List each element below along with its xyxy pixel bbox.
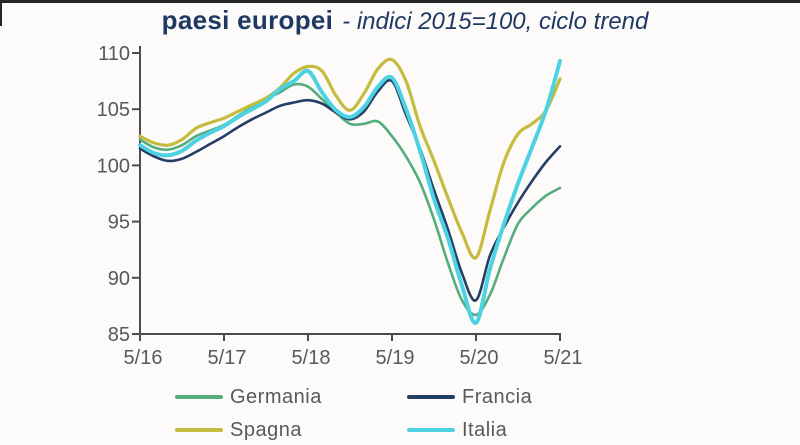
- legend-item-germania: Germania: [175, 384, 407, 410]
- svg-text:5/20: 5/20: [460, 347, 499, 369]
- spagna-line-swatch: [175, 428, 223, 432]
- chart-title: paesi europei - indici 2015=100, ciclo tr…: [0, 5, 800, 36]
- svg-text:100: 100: [97, 155, 130, 177]
- germania-line-swatch: [175, 395, 223, 399]
- svg-text:5/17: 5/17: [208, 347, 247, 369]
- chart-title-bold: paesi europei: [161, 5, 334, 35]
- legend-label-spagna: Spagna: [230, 418, 302, 441]
- svg-text:110: 110: [98, 43, 130, 65]
- svg-text:5/16: 5/16: [124, 347, 163, 369]
- italia-line-swatch: [407, 427, 455, 433]
- svg-text:5/19: 5/19: [376, 347, 415, 369]
- legend-item-francia: Francia: [407, 384, 532, 410]
- francia-line-swatch: [407, 395, 455, 399]
- chart-title-subtitle: - indici 2015=100, ciclo trend: [342, 8, 649, 35]
- svg-text:90: 90: [108, 268, 130, 290]
- legend-label-germania: Germania: [230, 385, 322, 408]
- chart-legend: Germania Francia Spagna Italia: [175, 384, 532, 443]
- svg-text:95: 95: [108, 212, 130, 234]
- svg-text:85: 85: [108, 324, 130, 346]
- legend-item-italia: Italia: [407, 417, 532, 443]
- legend-label-francia: Francia: [462, 385, 533, 408]
- legend-item-spagna: Spagna: [175, 417, 407, 443]
- svg-text:5/21: 5/21: [544, 347, 583, 369]
- top-crop-strip: [0, 0, 800, 3]
- svg-text:105: 105: [97, 99, 130, 121]
- svg-text:5/18: 5/18: [292, 347, 331, 369]
- left-crop-mark: [0, 0, 2, 26]
- legend-label-italia: Italia: [462, 418, 508, 441]
